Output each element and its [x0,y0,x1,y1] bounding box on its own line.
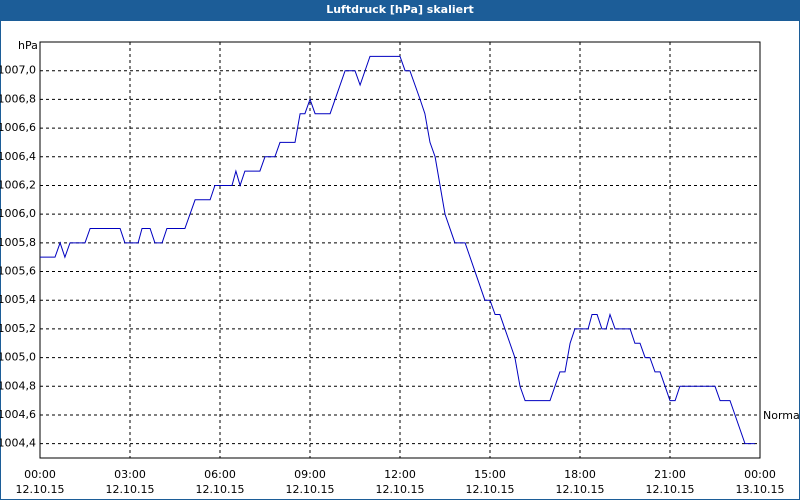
x-tick-date: 12.10.15 [106,483,155,496]
x-tick-label: 15:00 [474,468,506,481]
x-tick-label: 18:00 [564,468,596,481]
x-tick-label: 03:00 [114,468,146,481]
y-tick-label: 1005,8 [0,236,36,249]
y-unit: hPa [18,39,38,52]
x-tick-date: 12.10.15 [16,483,65,496]
x-tick-date: 12.10.15 [556,483,605,496]
x-tick-date: 12.10.15 [196,483,245,496]
x-tick-date: 12.10.15 [376,483,425,496]
x-tick-label: 00:00 [24,468,56,481]
y-tick-label: 1004,8 [0,379,36,392]
y-tick-label: 1007,0 [0,64,36,77]
x-tick-label: 09:00 [294,468,326,481]
chart-title: Luftdruck [hPa] skaliert [326,3,474,16]
y-tick-label: 1005,0 [0,351,36,364]
x-tick-date: 12.10.15 [646,483,695,496]
x-tick-label: 06:00 [204,468,236,481]
x-tick-date: 12.10.15 [466,483,515,496]
annotation: Normal [763,409,800,422]
x-tick-date: 12.10.15 [286,483,335,496]
y-tick-label: 1005,2 [0,322,36,335]
y-tick-label: 1006,6 [0,121,36,134]
y-tick-label: 1004,6 [0,408,36,421]
y-tick-label: 1006,8 [0,92,36,105]
x-tick-label: 00:00 [744,468,776,481]
title-bar [0,0,800,20]
x-tick-date: 13.10.15 [736,483,785,496]
y-tick-label: 1006,4 [0,150,36,163]
x-tick-label: 21:00 [654,468,686,481]
y-tick-label: 1006,2 [0,178,36,191]
x-tick-label: 12:00 [384,468,416,481]
y-tick-label: 1004,4 [0,437,36,450]
pressure-line [40,55,755,445]
y-tick-label: 1005,4 [0,293,36,306]
plot-border [39,41,761,459]
y-tick-label: 1005,6 [0,265,36,278]
y-tick-label: 1006,0 [0,207,36,220]
